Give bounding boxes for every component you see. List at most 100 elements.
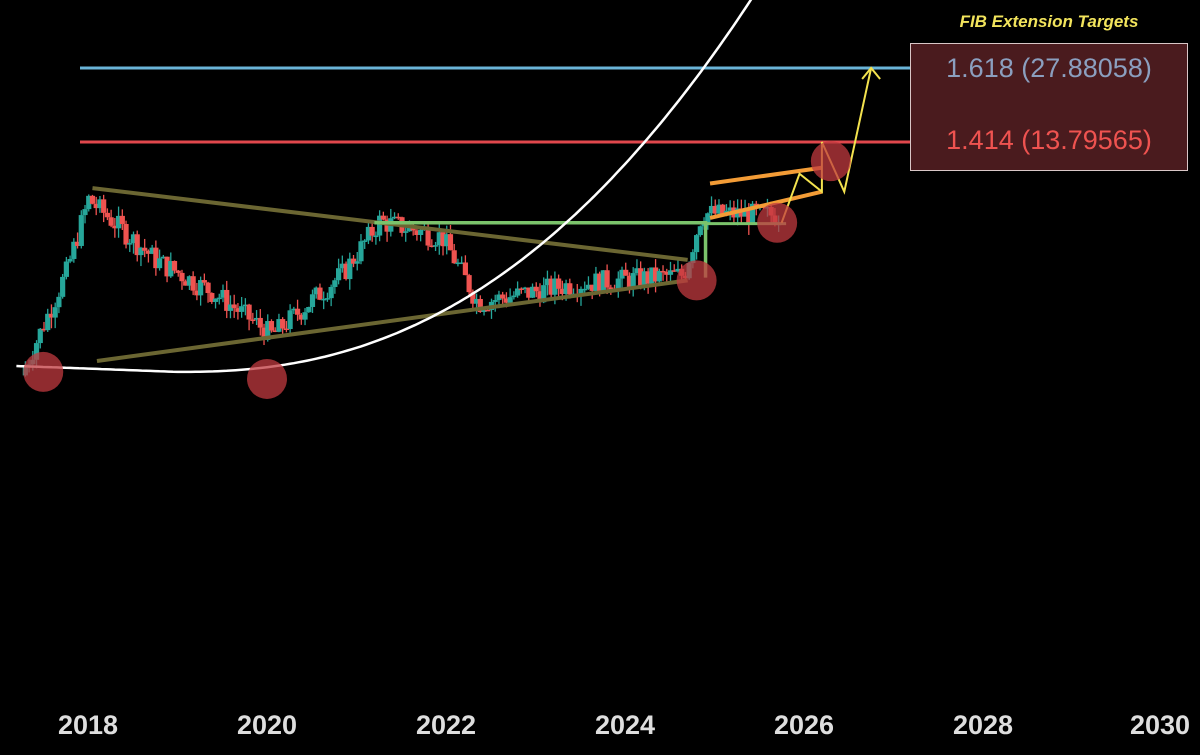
candle-body — [242, 304, 248, 307]
candle-body — [298, 314, 304, 320]
channel-lower-line — [709, 189, 823, 220]
candle-body — [541, 285, 547, 303]
candle-body — [518, 288, 524, 290]
candle-body — [548, 278, 554, 295]
candle-body — [212, 298, 219, 302]
candle-body — [634, 268, 640, 274]
candle-body — [537, 291, 543, 303]
candle-body — [119, 215, 125, 224]
candle-body — [500, 294, 506, 299]
candle-body — [350, 258, 357, 264]
candle-body — [149, 247, 155, 254]
candle-body — [727, 207, 733, 211]
candle-body — [664, 271, 670, 275]
candle-body — [261, 327, 267, 340]
candle-body — [473, 298, 480, 304]
candle-body — [205, 282, 211, 294]
candle-body — [160, 256, 166, 259]
candle-body — [235, 308, 241, 312]
candle-body — [168, 260, 174, 277]
candle-body — [283, 328, 289, 331]
candle-body — [190, 276, 196, 291]
candle-body — [720, 204, 726, 215]
candle-body — [563, 283, 569, 294]
candle-body — [597, 273, 603, 294]
candle-body — [127, 243, 133, 245]
candle-body — [477, 298, 483, 312]
candle-body — [705, 213, 711, 224]
candle-body — [183, 281, 189, 286]
curve-touch-marker — [810, 141, 851, 182]
candle-body — [451, 250, 457, 264]
candle-body — [459, 262, 465, 264]
candle-body — [224, 289, 230, 311]
candle-body — [712, 205, 718, 214]
candle-body — [194, 290, 200, 296]
candle-body — [585, 284, 592, 289]
candle-body — [533, 286, 539, 292]
candle-body — [145, 250, 152, 254]
candle-body — [656, 270, 662, 282]
candle-body — [373, 235, 379, 238]
level-lines-layer — [80, 66, 910, 144]
candle-body — [220, 289, 226, 298]
curve-touch-marker — [757, 202, 798, 243]
candle-body — [559, 288, 565, 294]
candle-body — [742, 209, 748, 217]
candle-body — [708, 205, 715, 214]
candle-body — [391, 216, 398, 219]
candle-body — [291, 308, 297, 311]
candle-body — [48, 313, 55, 318]
x-tick-label: 2028 — [952, 710, 1014, 740]
fib-targets-box: 1.618 (27.88058) 1.414 (13.79565) — [910, 43, 1188, 171]
candle-body — [414, 230, 420, 235]
candle-body — [667, 270, 674, 275]
candle-body — [638, 268, 644, 287]
candle-body — [63, 261, 69, 277]
candle-body — [112, 225, 118, 229]
candle-body — [377, 215, 383, 236]
candle-body — [641, 271, 647, 287]
candle-body — [216, 297, 222, 300]
parabolic-curve — [16, 0, 753, 374]
candle-body — [302, 312, 308, 320]
candle-body — [253, 317, 260, 320]
candle-body — [82, 209, 88, 216]
candle-body — [309, 294, 316, 307]
candle-body — [436, 232, 442, 246]
candle-body — [630, 273, 636, 289]
candle-body — [716, 204, 722, 214]
candle-body — [425, 228, 431, 246]
candle-body — [544, 278, 551, 286]
x-tick-label: 2026 — [773, 710, 835, 740]
candle-body — [321, 298, 327, 301]
candle-body — [418, 229, 424, 235]
candle-body — [455, 262, 461, 265]
candle-body — [86, 195, 92, 210]
candle-body — [444, 234, 450, 247]
curve-touch-marker — [247, 358, 287, 399]
x-tick-label: 2024 — [594, 710, 656, 740]
candle-body — [582, 288, 588, 291]
candle-body — [358, 241, 364, 262]
candle-body — [578, 288, 584, 296]
candle-body — [317, 287, 323, 300]
candle-body — [78, 215, 84, 246]
candle-body — [503, 298, 510, 303]
x-tick-label: 2020 — [236, 710, 298, 740]
candle-body — [556, 278, 562, 289]
candle-body — [403, 231, 409, 233]
candle-body — [339, 263, 345, 269]
candle-body — [175, 270, 181, 273]
curve-touch-marker — [676, 260, 717, 301]
candle-body — [93, 203, 99, 209]
candle-body — [324, 298, 331, 300]
x-tick-label: 2022 — [415, 710, 477, 740]
channel-upper-line — [709, 165, 823, 186]
candle-body — [246, 304, 252, 320]
candle-body — [250, 319, 256, 322]
candle-body — [97, 199, 103, 209]
candle-body — [41, 328, 47, 331]
candle-body — [265, 321, 271, 340]
candle-body — [466, 275, 472, 293]
